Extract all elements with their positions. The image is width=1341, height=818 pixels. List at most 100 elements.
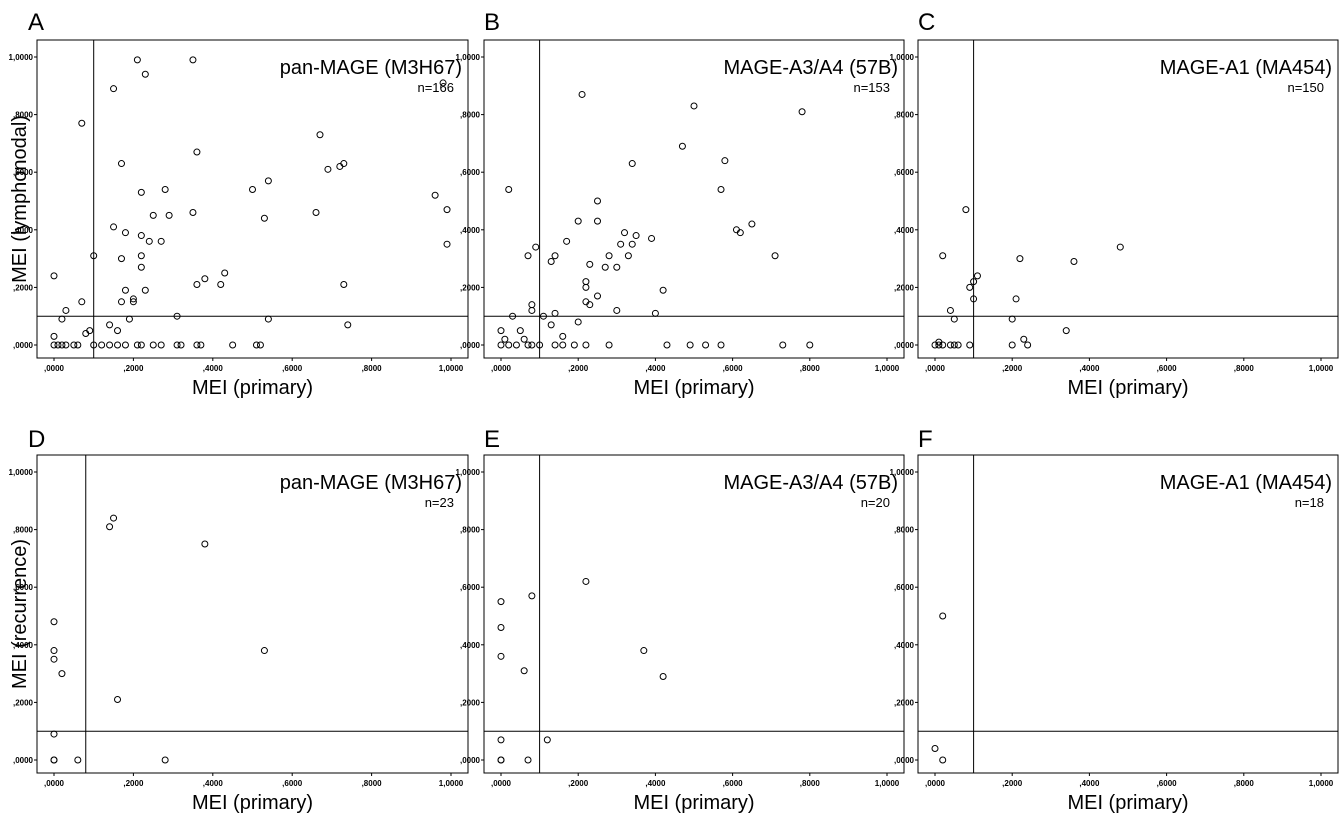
data-point (189, 56, 197, 64)
y-tick-label: ,4000 (894, 226, 915, 235)
y-tick-label: ,0000 (460, 756, 481, 765)
data-point (50, 618, 58, 626)
data-point (551, 309, 559, 317)
data-point (1020, 335, 1028, 343)
data-point (316, 131, 324, 139)
data-point (137, 263, 145, 271)
data-point (1024, 341, 1032, 349)
sample-size-label: n=18 (1295, 495, 1324, 510)
plot-title: pan-MAGE (M3H67) (280, 472, 462, 494)
data-point (717, 341, 725, 349)
y-tick-label: ,0000 (460, 341, 481, 350)
data-point (221, 269, 229, 277)
y-tick-label: ,6000 (460, 583, 481, 592)
data-point (110, 223, 118, 231)
y-axis-label: MEI (recurrence) (9, 539, 31, 689)
x-tick-label: 1,0000 (1309, 364, 1334, 373)
data-point (137, 252, 145, 260)
y-tick-label: ,6000 (894, 583, 915, 592)
data-point (563, 237, 571, 245)
data-point (702, 341, 710, 349)
data-point (217, 281, 225, 289)
data-point (605, 252, 613, 260)
data-point (114, 327, 122, 335)
data-point (962, 206, 970, 214)
data-point (133, 56, 141, 64)
data-point (157, 341, 165, 349)
x-tick-label: ,8000 (362, 779, 383, 788)
panel-letter: B (484, 9, 500, 36)
data-point (439, 79, 447, 87)
data-point (640, 647, 648, 655)
data-point (582, 577, 590, 585)
data-point (559, 332, 567, 340)
y-axis-label: MEI (lymphonodal) (9, 115, 31, 283)
data-point (613, 306, 621, 314)
data-point (324, 165, 332, 173)
x-tick-label: ,4000 (203, 779, 224, 788)
data-point (594, 197, 601, 205)
data-point (574, 217, 582, 225)
data-point (129, 298, 137, 306)
y-tick-label: 1,0000 (9, 468, 34, 477)
data-point (966, 341, 974, 349)
sample-size-label: n=150 (1287, 80, 1324, 95)
x-axis-label: MEI (primary) (633, 792, 754, 814)
data-point (617, 240, 625, 248)
data-point (260, 214, 268, 222)
panel-a: A ,0000 ,2000 ,4000 ,6000 ,8000 1,0000 ,0000 ,20… (9, 9, 469, 399)
data-point (264, 177, 272, 185)
data-point (939, 341, 947, 349)
plot-title: MAGE-A3/A4 (57B) (723, 472, 898, 494)
x-tick-label: ,0000 (491, 364, 512, 373)
panel-letter: D (28, 426, 45, 453)
x-tick-label: ,6000 (282, 779, 303, 788)
x-tick-label: ,4000 (203, 364, 224, 373)
data-point (939, 756, 947, 764)
x-tick-label: 1,0000 (439, 779, 464, 788)
sample-size-label: n=23 (425, 495, 454, 510)
data-point (137, 232, 145, 240)
data-point (512, 341, 520, 349)
data-point (520, 667, 528, 675)
data-point (50, 655, 58, 663)
data-point (578, 90, 586, 98)
y-tick-label: 1,0000 (456, 468, 481, 477)
x-tick-label: ,0000 (925, 364, 946, 373)
sample-size-label: n=153 (853, 80, 890, 95)
data-point (90, 252, 98, 260)
x-tick-label: ,6000 (723, 779, 744, 788)
x-axis-label: MEI (primary) (1067, 377, 1188, 399)
data-point (524, 252, 532, 260)
data-point (193, 281, 201, 289)
data-point (547, 257, 555, 265)
y-tick-label: 1,0000 (9, 53, 34, 62)
data-point (551, 252, 559, 260)
data-point (74, 341, 82, 349)
y-tick-label: ,4000 (13, 641, 34, 650)
x-tick-label: ,6000 (282, 364, 303, 373)
data-point (58, 670, 66, 678)
data-point (121, 286, 129, 294)
y-tick-label: ,2000 (13, 698, 34, 707)
data-point (197, 341, 205, 349)
y-tick-label: ,6000 (460, 168, 481, 177)
panel-b: B ,0000 ,2000 ,4000 ,6000 ,8000 1,0000 ,0000 ,20… (456, 9, 905, 399)
x-tick-label: ,2000 (123, 364, 144, 373)
data-point (173, 312, 181, 320)
x-axis-label: MEI (primary) (633, 377, 754, 399)
data-point (628, 160, 636, 168)
data-point (582, 278, 590, 286)
data-point (586, 301, 594, 309)
data-point (193, 341, 201, 349)
data-point (686, 341, 694, 349)
data-point (931, 341, 939, 349)
data-point (173, 341, 181, 349)
data-point (798, 108, 806, 116)
panel-e: E ,0000 ,2000 ,4000 ,6000 ,8000 1,0000 ,0000 ,20… (456, 426, 905, 814)
data-point (264, 315, 272, 323)
data-point (717, 185, 725, 193)
y-tick-label: ,0000 (13, 756, 34, 765)
data-point (78, 298, 86, 306)
data-point (344, 321, 352, 329)
